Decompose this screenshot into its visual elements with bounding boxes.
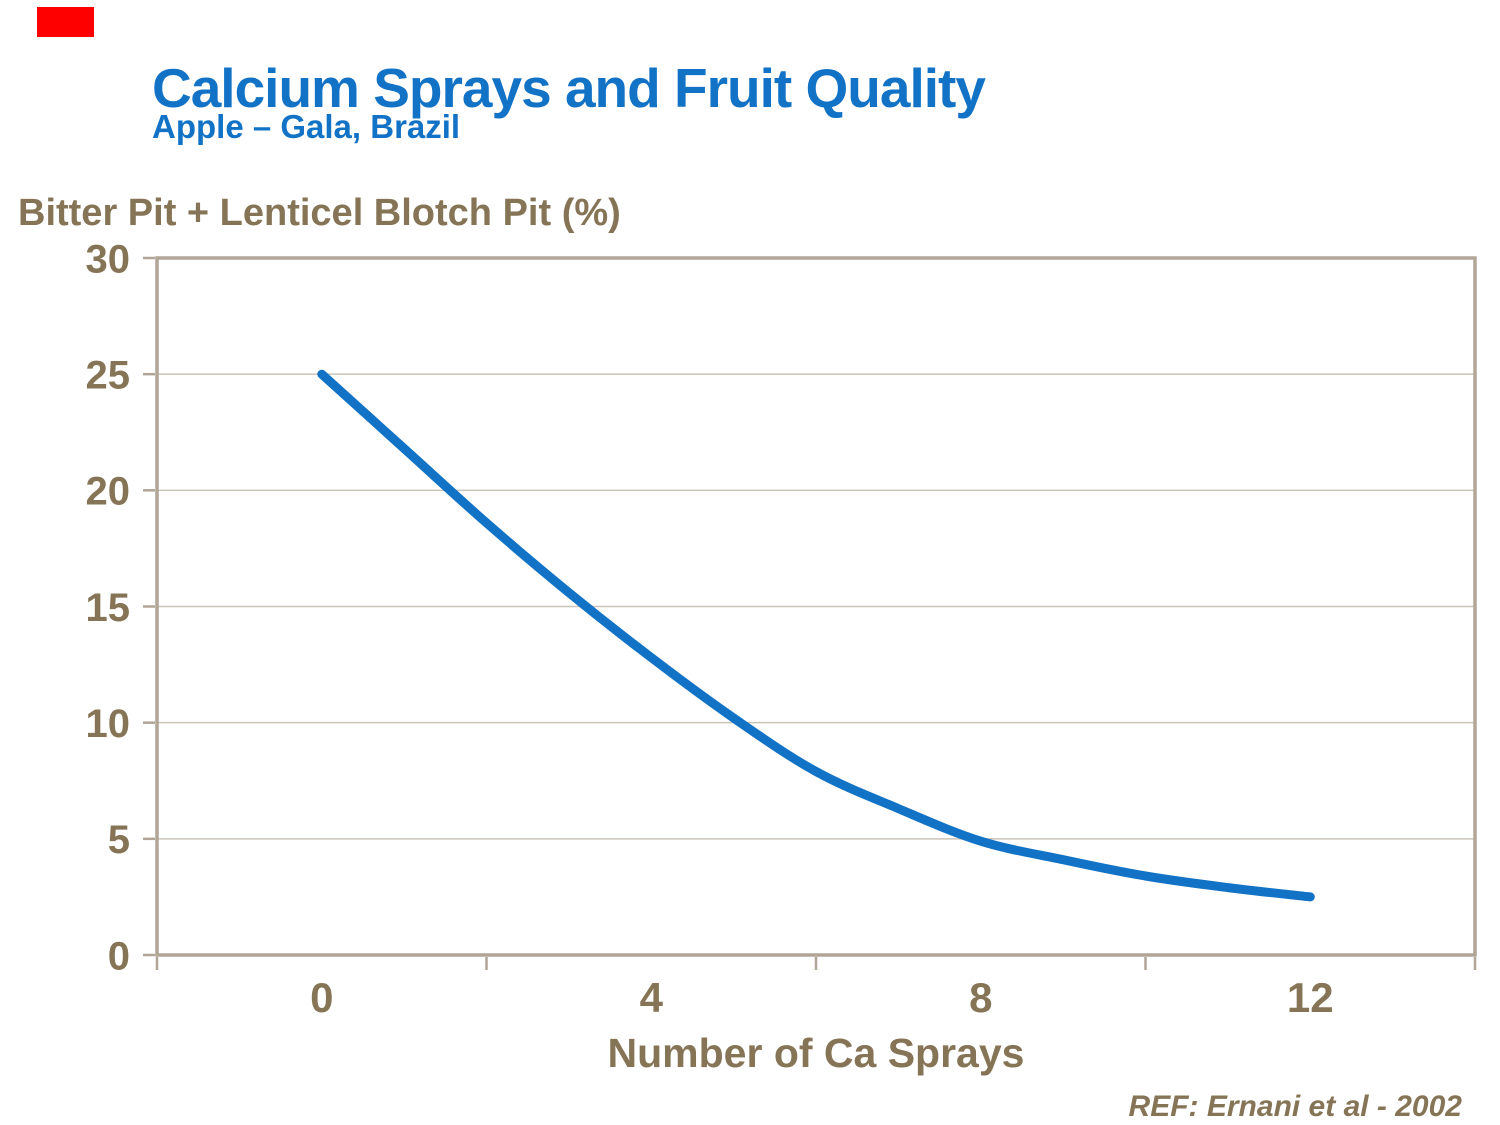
y-tick-label: 30 — [86, 237, 131, 281]
x-tick-label: 4 — [640, 974, 664, 1021]
y-tick-label: 0 — [108, 934, 130, 978]
reference-citation: REF: Ernani et al - 2002 — [1128, 1090, 1462, 1123]
x-tick-label: 12 — [1287, 974, 1334, 1021]
plot-frame — [155, 256, 1477, 957]
x-axis-title: Number of Ca Sprays — [607, 1030, 1025, 1076]
x-tick-label: 8 — [969, 974, 992, 1021]
red-accent-box — [37, 7, 94, 37]
y-tick-label: 25 — [86, 354, 131, 398]
chart-subtitle: Apple – Gala, Brazil — [152, 108, 461, 145]
y-tick-label: 15 — [86, 586, 131, 630]
data-curve — [317, 369, 1315, 902]
chart-title: Calcium Sprays and Fruit Quality — [152, 57, 986, 119]
y-axis-title: Bitter Pit + Lenticel Blotch Pit (%) — [18, 192, 621, 234]
y-tick-label: 5 — [108, 818, 130, 862]
x-tick-label: 0 — [310, 974, 333, 1021]
y-tick-label: 20 — [86, 470, 131, 514]
y-tick-label: 10 — [86, 702, 131, 746]
